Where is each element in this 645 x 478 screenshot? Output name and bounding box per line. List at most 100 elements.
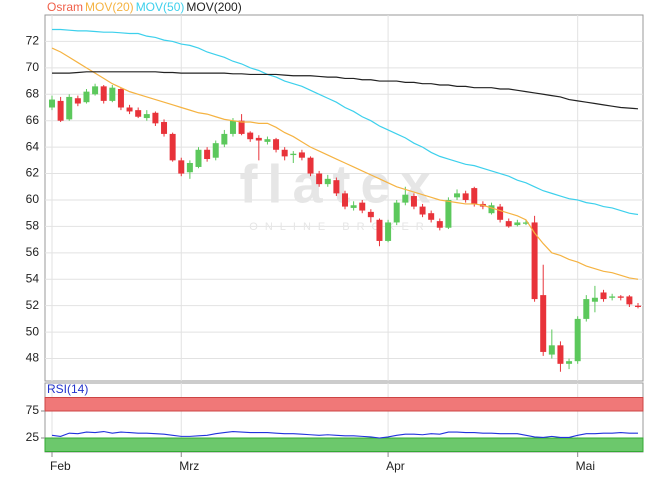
rsi-line [51, 430, 638, 439]
candle-body [229, 120, 236, 134]
candle-body [273, 139, 280, 150]
candle-body [359, 202, 366, 211]
y-tick-label: 56 [26, 245, 40, 259]
candle-body [419, 206, 426, 215]
candle-body [514, 222, 521, 226]
candle-body [74, 98, 81, 104]
y-tick-label: 50 [26, 324, 40, 338]
candle-body [212, 143, 219, 158]
candle-body [298, 152, 305, 158]
candle-body [152, 112, 159, 124]
candle-body [57, 100, 64, 121]
candle-body [540, 295, 547, 352]
candle-body [600, 292, 607, 300]
candle-body [548, 345, 555, 355]
y-tick-label: 68 [26, 86, 40, 100]
legend-entry: MOV(50) [136, 0, 185, 14]
candle-body [333, 180, 340, 194]
moving-average-line [52, 71, 639, 110]
candle-body [143, 114, 150, 119]
candle-body [66, 96, 73, 120]
candle-body [497, 206, 504, 220]
oversold-band [44, 437, 644, 452]
candle-body [221, 133, 228, 145]
rsi-title: RSI(14) [47, 382, 88, 396]
x-tick-label: Mai [576, 459, 595, 473]
candle-body [281, 149, 288, 157]
candle-body [385, 222, 392, 241]
candle-body [117, 88, 124, 108]
candle-body [100, 86, 107, 101]
y-tick-label: 60 [26, 192, 40, 206]
candle-body [635, 305, 641, 308]
candle-body [436, 221, 443, 228]
moving-average-line [52, 28, 639, 216]
candle-body [92, 86, 99, 95]
y-tick-label: 48 [26, 351, 40, 365]
watermark-sub: ONLINE BROKER [249, 221, 430, 233]
candle-body [195, 149, 202, 167]
candle-body [445, 199, 452, 228]
candle-body [135, 110, 142, 117]
candle-body [410, 196, 417, 207]
candle-body [290, 153, 297, 156]
legend-entry: MOV(20) [85, 0, 134, 14]
candle-body [428, 213, 435, 220]
y-tick-label: 58 [26, 219, 40, 233]
candle-body [109, 87, 116, 101]
candle-body [350, 205, 357, 208]
candle-body [247, 132, 254, 140]
candle-body [522, 222, 529, 224]
watermark: flatex [239, 154, 440, 214]
candle-body [557, 345, 564, 364]
candle-body [609, 296, 616, 298]
y-tick-label: 25 [26, 430, 40, 444]
candle-body [324, 178, 331, 185]
candle-body [169, 133, 176, 161]
candle-body [376, 219, 383, 241]
y-tick-label: 66 [26, 113, 40, 127]
candle-body [626, 296, 633, 305]
y-tick-label: 75 [26, 403, 40, 417]
candle-body [488, 205, 495, 214]
y-tick-label: 72 [26, 34, 40, 48]
candle-body [462, 193, 469, 200]
candle-body [574, 318, 581, 362]
candle-body [367, 211, 374, 218]
candle-body [316, 173, 323, 185]
candle-body [393, 202, 400, 223]
candle-body [566, 361, 573, 364]
candle-body [617, 296, 624, 298]
candle-body [126, 107, 133, 112]
candle-body [531, 222, 538, 300]
legend-entry: MOV(200) [186, 0, 241, 14]
candle-body [591, 297, 598, 302]
candle-body [255, 137, 262, 141]
candle-body [238, 120, 245, 134]
candle-body [161, 122, 168, 134]
y-tick-label: 70 [26, 60, 40, 74]
candle-body [454, 193, 461, 198]
candle-body [583, 299, 590, 319]
candle-body [83, 91, 90, 103]
x-tick-label: Apr [386, 459, 405, 473]
moving-average-line [51, 47, 639, 280]
legend-entry: Osram [47, 0, 83, 14]
x-tick-label: Mrz [179, 459, 199, 473]
candle-body [49, 99, 55, 108]
candle-body [471, 188, 478, 204]
overbought-band [44, 397, 644, 412]
candle-body [307, 157, 314, 174]
y-tick-label: 62 [26, 166, 40, 180]
candle-body [402, 194, 409, 203]
candle-body [186, 162, 193, 173]
candle-body [178, 160, 185, 174]
y-tick-label: 54 [26, 271, 40, 285]
candle-body [264, 139, 271, 142]
y-tick-label: 52 [26, 298, 40, 312]
y-tick-label: 64 [26, 139, 40, 153]
candle-body [342, 193, 348, 207]
candle-body [204, 149, 211, 160]
x-tick-label: Feb [50, 459, 71, 473]
